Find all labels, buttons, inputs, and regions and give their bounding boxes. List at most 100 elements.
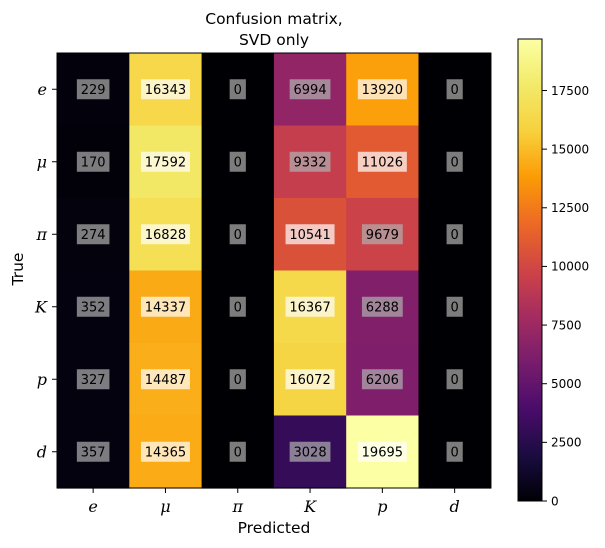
cell-label-background (140, 296, 190, 317)
cell-label-background (229, 151, 246, 172)
cell-value-label: 0 (451, 300, 459, 315)
x-axis-label: Predicted (238, 519, 311, 537)
y-tick-label: d (37, 442, 47, 461)
cell-label-background (285, 369, 335, 390)
cell-label-background (76, 441, 110, 462)
colorbar-tick-label: 12500 (551, 201, 589, 215)
cell-value-label: 0 (451, 83, 459, 98)
cell-label-background (289, 79, 331, 100)
colorbar-tick-label: 7500 (551, 318, 582, 332)
cell-label-background (76, 224, 110, 245)
colorbar-tick-label: 17500 (551, 84, 589, 98)
cell-value-label: 19695 (362, 445, 403, 460)
x-tick-label: K (303, 497, 317, 516)
colorbar (517, 38, 543, 502)
cell-label-background (289, 151, 331, 172)
cell-value-label: 327 (81, 373, 106, 388)
chart-title-line-1: Confusion matrix, (205, 10, 342, 28)
cell-value-label: 0 (451, 373, 459, 388)
cell-value-label: 14487 (145, 373, 186, 388)
cell-label-background (446, 151, 463, 172)
cell-value-label: 6288 (366, 300, 399, 315)
cell-value-label: 0 (451, 445, 459, 460)
cell-label-background (361, 369, 403, 390)
colorbar-tick-label: 5000 (551, 377, 582, 391)
plot-frame (56, 52, 492, 489)
x-tick-label: e (88, 497, 97, 516)
cell-label-background (140, 79, 190, 100)
cell-value-label: 9332 (294, 155, 327, 170)
cell-value-label: 274 (81, 228, 106, 243)
x-tick-label: d (450, 497, 460, 516)
y-tick-label: p (37, 370, 47, 389)
cell-value-label: 9679 (366, 228, 399, 243)
cell-value-label: 0 (234, 228, 242, 243)
cell-label-background (357, 79, 407, 100)
colorbar-tick-label: 10000 (551, 260, 589, 274)
cell-value-label: 16828 (145, 228, 186, 243)
cell-value-label: 10541 (289, 228, 330, 243)
cell-value-label: 170 (81, 155, 106, 170)
cell-label-background (140, 151, 190, 172)
x-tick-label: p (377, 497, 387, 516)
cell-label-background (289, 441, 331, 462)
cell-label-background (357, 441, 407, 462)
cell-label-background (285, 224, 335, 245)
cell-label-background (229, 296, 246, 317)
cell-value-label: 229 (81, 83, 106, 98)
heatmap-cells (57, 53, 492, 489)
cell-label-background (446, 224, 463, 245)
colorbar-tick-label: 15000 (551, 142, 589, 156)
cell-value-label: 352 (81, 300, 106, 315)
cell-value-label: 0 (451, 228, 459, 243)
cell-label-background (140, 224, 190, 245)
cell-value-label: 6994 (294, 83, 327, 98)
cell-label-background (76, 369, 110, 390)
cell-value-label: 3028 (294, 445, 327, 460)
heatmap-cell-labels: 229 16343 0 6994 13920 0 170 17592 0 9332 11026 0 27… (76, 79, 463, 462)
cell-value-label: 16072 (289, 373, 330, 388)
y-axis-label: True (9, 253, 27, 287)
cell-label-background (229, 441, 246, 462)
cell-label-background (285, 296, 335, 317)
cell-label-background (76, 79, 110, 100)
y-tick-label: μ (37, 152, 47, 171)
cell-value-label: 16343 (145, 83, 186, 98)
y-axis-ticks: e μ π Kp d (34, 80, 57, 461)
cell-value-label: 0 (234, 300, 242, 315)
cell-label-background (446, 296, 463, 317)
chart-title-line-2: SVD only (239, 31, 309, 49)
cell-value-label: 357 (81, 445, 106, 460)
cell-value-label: 11026 (362, 155, 403, 170)
x-tick-label: μ (160, 497, 170, 516)
cell-label-background (229, 79, 246, 100)
cell-value-label: 0 (234, 155, 242, 170)
cell-label-background (76, 151, 110, 172)
cell-value-label: 0 (451, 155, 459, 170)
cell-value-label: 0 (234, 445, 242, 460)
cell-label-background (446, 79, 463, 100)
cell-label-background (361, 296, 403, 317)
cell-value-label: 17592 (145, 155, 186, 170)
y-tick-label: K (34, 297, 48, 316)
cell-label-background (446, 441, 463, 462)
cell-label-background (229, 369, 246, 390)
cell-value-label: 16367 (289, 300, 330, 315)
cell-value-label: 0 (234, 83, 242, 98)
cell-value-label: 0 (234, 373, 242, 388)
cell-label-background (229, 224, 246, 245)
x-tick-label: π (231, 497, 243, 516)
cell-label-background (140, 441, 190, 462)
cell-label-background (361, 224, 403, 245)
cell-value-label: 14337 (145, 300, 186, 315)
y-tick-label: π (35, 225, 47, 244)
cell-label-background (140, 369, 190, 390)
cell-label-background (76, 296, 110, 317)
y-tick-label: e (38, 80, 47, 99)
colorbar-tick-label: 2500 (551, 436, 582, 450)
cell-value-label: 13920 (362, 83, 403, 98)
cell-value-label: 14365 (145, 445, 186, 460)
colorbar-tick-label: 0 (551, 494, 559, 508)
